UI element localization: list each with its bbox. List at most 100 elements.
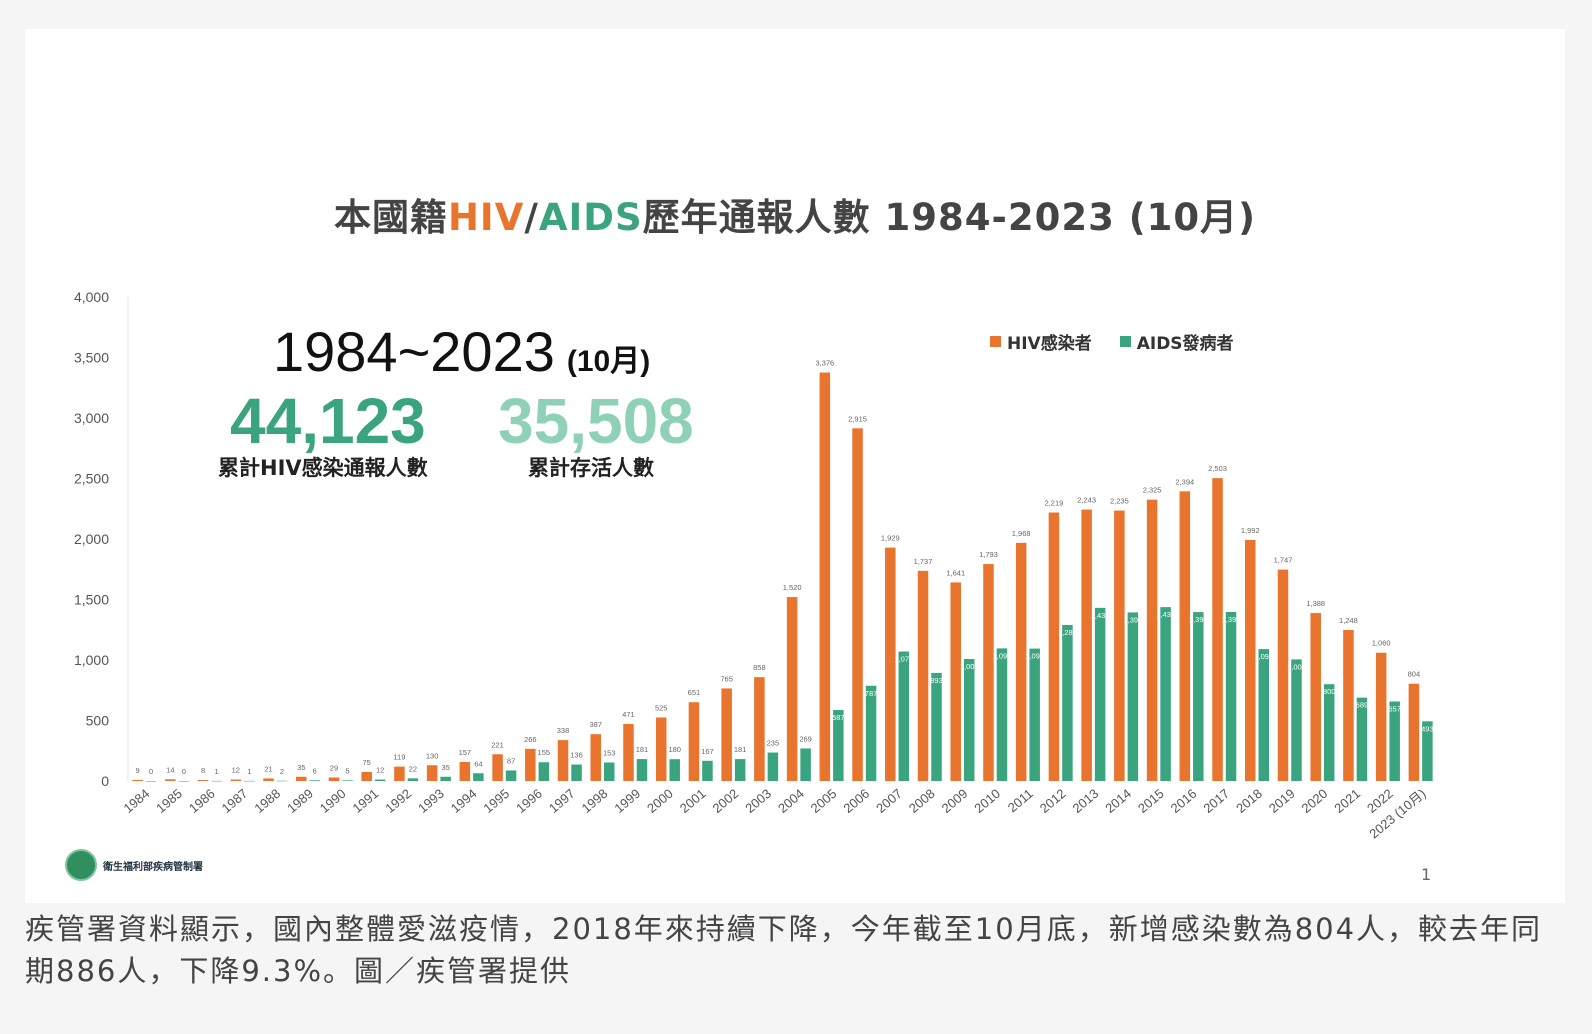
data-label-aids: 180: [668, 745, 681, 754]
cumulative-hiv-label: 累計HIV感染通報人數: [218, 456, 428, 480]
x-tick-label: 1984: [120, 786, 152, 816]
data-label-aids: 1,070: [894, 655, 913, 664]
title-aids: AIDS: [538, 196, 643, 239]
data-label-aids: 493: [1421, 724, 1434, 733]
bar-hiv: [165, 779, 176, 781]
y-tick-label: 3,500: [74, 350, 109, 366]
y-tick-label: 1,000: [74, 652, 109, 668]
bar-aids: [244, 780, 255, 782]
x-tick-label: 2021: [1331, 786, 1363, 816]
data-label-hiv: 2,243: [1077, 496, 1096, 505]
data-label-hiv: 14: [166, 765, 174, 774]
data-label-hiv: 266: [524, 735, 537, 744]
x-tick-label: 2014: [1102, 786, 1134, 816]
data-label-aids: 689: [1356, 701, 1369, 710]
bar-aids: [1389, 701, 1400, 781]
x-tick-label: 1995: [480, 786, 512, 816]
data-label-aids: 787: [865, 689, 878, 698]
data-label-aids: 800: [1323, 687, 1336, 696]
bar-aids: [996, 648, 1008, 781]
bar-aids: [374, 779, 386, 781]
x-tick-label: 2015: [1135, 786, 1167, 816]
bar-hiv: [786, 597, 798, 781]
stat-range: 1984~2023 (10月): [273, 319, 650, 384]
stat-range-suffix: (10月): [566, 345, 651, 378]
data-label-hiv: 804: [1408, 670, 1421, 679]
bar-aids: [800, 748, 811, 781]
bar-hiv: [754, 677, 765, 781]
bar-hiv: [655, 717, 667, 781]
x-tick-label: 2006: [840, 786, 872, 816]
bar-hiv: [885, 547, 896, 781]
data-label-hiv: 2,503: [1208, 464, 1227, 473]
bar-hiv: [852, 428, 863, 781]
bar-hiv: [1212, 478, 1223, 781]
data-label-aids: 6: [313, 766, 317, 775]
x-tick-label: 1991: [350, 786, 382, 816]
x-tick-label: 2009: [939, 786, 971, 816]
legend-item-aids: AIDS發病者: [1119, 329, 1234, 354]
bar-aids: [1160, 607, 1171, 781]
data-label-hiv: 1,992: [1241, 526, 1260, 535]
data-label-hiv: 1,388: [1306, 599, 1325, 608]
y-tick-label: 2,000: [74, 531, 109, 547]
data-label-hiv: 9: [136, 766, 140, 775]
bar-hiv: [1277, 569, 1289, 781]
bar-hiv: [623, 724, 634, 781]
bar-aids: [505, 770, 517, 781]
title-prefix: 本國籍: [333, 196, 448, 239]
legend-swatch-hiv: [990, 336, 1001, 347]
data-label-hiv: 858: [753, 663, 766, 672]
x-tick-label: 1985: [153, 786, 185, 816]
data-label-hiv: 157: [459, 748, 472, 757]
y-tick-label: 4,000: [74, 289, 109, 305]
data-label-aids: 153: [603, 748, 616, 757]
bar-hiv: [295, 776, 307, 781]
bar-aids: [178, 781, 190, 782]
data-label-hiv: 3,376: [815, 359, 834, 368]
data-label-hiv: 1,793: [979, 550, 998, 559]
x-tick-label: 2010: [971, 786, 1003, 816]
bar-aids: [1291, 659, 1302, 781]
bar-hiv: [983, 564, 994, 781]
data-label-hiv: 1,747: [1274, 556, 1293, 565]
x-tick-label: 2017: [1200, 786, 1232, 816]
data-label-hiv: 221: [491, 740, 504, 749]
x-tick-label: 1989: [284, 786, 316, 816]
data-label-hiv: 1,737: [914, 557, 933, 566]
bar-aids: [440, 776, 451, 781]
data-label-aids: 5: [345, 766, 349, 775]
data-label-aids: 1: [247, 767, 251, 776]
bar-aids: [571, 764, 582, 781]
data-label-hiv: 1,520: [783, 583, 802, 592]
bar-hiv: [688, 702, 700, 781]
bar-aids: [145, 781, 157, 782]
bar-hiv: [1179, 491, 1191, 781]
title-suffix: 歷年通報人數 1984-2023 (10月): [642, 196, 1257, 239]
x-tick-label: 1990: [317, 786, 349, 816]
x-tick-label: 2001: [677, 786, 709, 816]
data-label-hiv: 387: [590, 720, 603, 729]
data-label-hiv: 338: [557, 726, 570, 735]
data-label-hiv: 1,968: [1012, 529, 1031, 538]
bar-hiv: [361, 771, 372, 781]
data-label-hiv: 2,394: [1175, 477, 1194, 486]
x-tick-label: 2016: [1168, 786, 1200, 816]
bar-hiv: [328, 777, 340, 781]
legend-label-aids: AIDS發病者: [1136, 334, 1234, 354]
data-label-aids: 22: [409, 764, 417, 773]
bar-chart: 05001,0001,5002,0002,5003,0003,5004,0009…: [74, 289, 1434, 841]
x-tick-label: 1997: [546, 786, 578, 816]
data-label-aids: 1,397: [1222, 615, 1241, 624]
data-label-hiv: 525: [655, 703, 668, 712]
bar-hiv: [819, 372, 831, 781]
data-label-aids: 1,431: [1091, 611, 1110, 620]
x-tick-label: 1993: [415, 786, 447, 816]
data-label-hiv: 765: [720, 674, 733, 683]
data-label-aids: 1,393: [1123, 615, 1142, 624]
legend-swatch-aids: [1119, 336, 1131, 347]
bar-aids: [342, 780, 353, 781]
data-label-hiv: 12: [232, 766, 240, 775]
chart-legend: HIV感染者 AIDS發病者: [990, 329, 1234, 354]
bar-aids: [963, 659, 975, 781]
